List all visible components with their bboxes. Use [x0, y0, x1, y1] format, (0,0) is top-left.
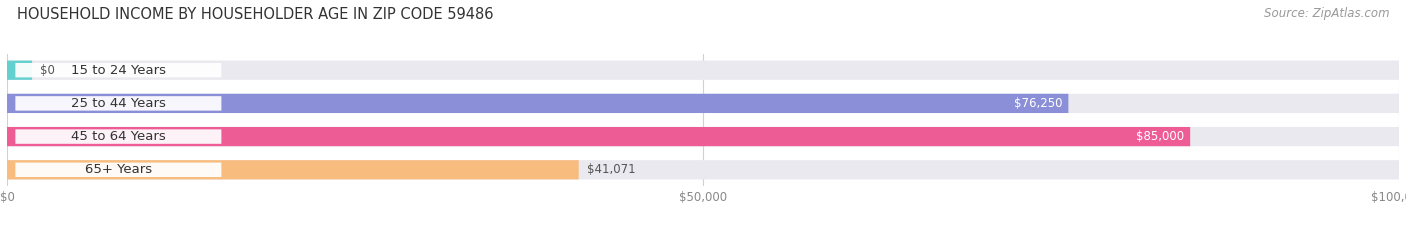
Text: $85,000: $85,000 [1136, 130, 1185, 143]
Text: 45 to 64 Years: 45 to 64 Years [72, 130, 166, 143]
FancyBboxPatch shape [7, 94, 1069, 113]
Text: 65+ Years: 65+ Years [84, 163, 152, 176]
Text: $41,071: $41,071 [588, 163, 636, 176]
FancyBboxPatch shape [7, 127, 1191, 146]
FancyBboxPatch shape [7, 160, 1399, 179]
FancyBboxPatch shape [7, 94, 1399, 113]
Text: 25 to 44 Years: 25 to 44 Years [70, 97, 166, 110]
Text: Source: ZipAtlas.com: Source: ZipAtlas.com [1264, 7, 1389, 20]
FancyBboxPatch shape [15, 63, 221, 77]
FancyBboxPatch shape [15, 163, 221, 177]
FancyBboxPatch shape [7, 127, 1399, 146]
Text: $0: $0 [41, 64, 55, 77]
FancyBboxPatch shape [15, 129, 221, 144]
Text: HOUSEHOLD INCOME BY HOUSEHOLDER AGE IN ZIP CODE 59486: HOUSEHOLD INCOME BY HOUSEHOLDER AGE IN Z… [17, 7, 494, 22]
Text: $76,250: $76,250 [1014, 97, 1063, 110]
FancyBboxPatch shape [15, 96, 221, 111]
FancyBboxPatch shape [7, 160, 579, 179]
Text: 15 to 24 Years: 15 to 24 Years [70, 64, 166, 77]
FancyBboxPatch shape [7, 61, 32, 80]
FancyBboxPatch shape [7, 61, 1399, 80]
